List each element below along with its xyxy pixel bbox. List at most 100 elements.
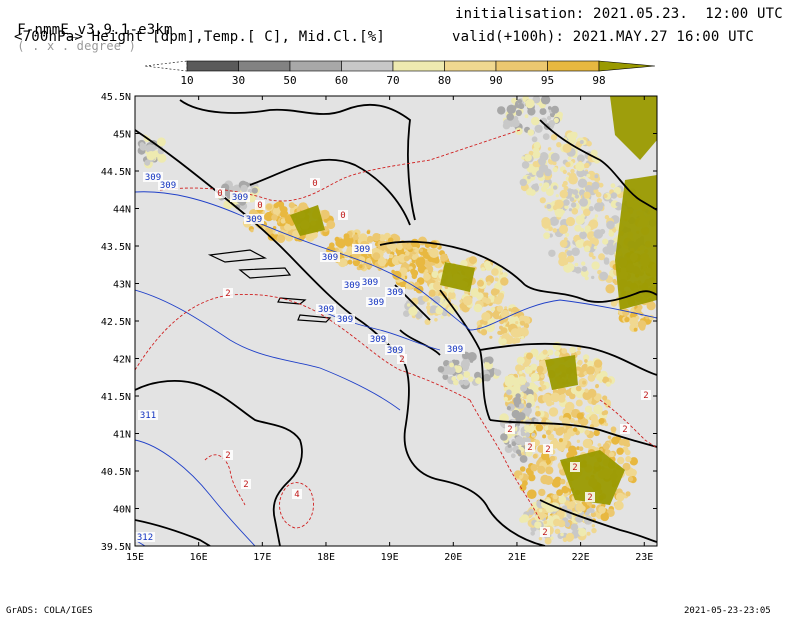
- lon-tick-label: 21E: [508, 552, 526, 563]
- temperature-contour-label: 2: [527, 443, 532, 453]
- height-contour-label: 309: [354, 245, 370, 255]
- height-label-bg: [385, 287, 405, 297]
- island-outline: [297, 314, 332, 323]
- lat-tick-label: 40.5N: [101, 467, 131, 478]
- temperature-contour: [135, 294, 471, 401]
- height-contour-label: 309: [337, 315, 353, 325]
- lat-tick-label: 45N: [113, 130, 131, 141]
- lon-tick-label: 23E: [635, 552, 653, 563]
- height-label-bg: [360, 277, 380, 287]
- lat-tick-label: 44N: [113, 205, 131, 216]
- colorbar-left-arrow: [144, 60, 188, 72]
- height-contour-label: 309: [318, 305, 334, 315]
- lat-tick-label: 39.5N: [101, 542, 131, 553]
- valid-time: valid(+100h): 2021.MAY.27 16:00 UTC: [452, 29, 755, 45]
- border-line: [479, 342, 657, 376]
- lat-tick-label: 43N: [113, 280, 131, 291]
- border-line: [399, 329, 441, 356]
- height-contour-label: 309: [232, 193, 248, 203]
- height-label-bg: [158, 180, 178, 190]
- cloud-cluster: [519, 495, 597, 545]
- height-label-bg: [342, 280, 362, 290]
- lat-tick-label: 43.5N: [101, 242, 131, 253]
- temperature-contour-label: 0: [312, 179, 317, 189]
- temp-label-bg: [570, 462, 580, 472]
- temperature-contour-label: 0: [257, 201, 262, 211]
- border-line: [379, 240, 526, 286]
- temperature-contour: [159, 129, 521, 202]
- temp-label-bg: [543, 444, 553, 454]
- colorbar-label: 60: [335, 74, 348, 87]
- temp-label-bg: [255, 200, 265, 210]
- height-label-bg: [320, 252, 340, 262]
- temp-label-bg: [505, 424, 515, 434]
- border-line: [524, 284, 657, 303]
- temp-label-bg: [223, 450, 233, 460]
- border-line: [249, 158, 411, 226]
- height-label-bg: [366, 297, 386, 307]
- temperature-contour: [469, 399, 541, 521]
- height-contour-label: 312: [137, 533, 153, 543]
- lon-tick-label: 20E: [444, 552, 462, 563]
- colorbar-label: 98: [592, 74, 605, 87]
- cloud-core-east: [615, 175, 657, 310]
- temperature-contour-label: 2: [622, 425, 627, 435]
- height-contour-label: 309: [387, 346, 403, 356]
- cloud-core-ne: [610, 96, 657, 160]
- temperature-contour-label: 2: [587, 493, 592, 503]
- height-label-bg: [335, 314, 355, 324]
- height-contour-label: 309: [362, 278, 378, 288]
- height-label-bg: [368, 334, 388, 344]
- model-name: F-nmmE_v3.9.1-e3km: [17, 22, 173, 38]
- height-label-bg: [143, 172, 163, 182]
- temperature-contour-label: 0: [217, 189, 222, 199]
- height-label-bg: [352, 244, 372, 254]
- colorbar-label: 30: [232, 74, 245, 87]
- model-title: F-nmmE_v3.9.1-e3km ( . x . degree ): [0, 6, 173, 54]
- footer-timestamp: 2021-05-23-23:05: [684, 606, 771, 616]
- height-contour-label: 309: [246, 215, 262, 225]
- colorbar-label: 50: [283, 74, 296, 87]
- border-line: [135, 519, 211, 546]
- height-contour-label: 309: [387, 288, 403, 298]
- height-contour-label: 309: [344, 281, 360, 291]
- colorbar: 10 30 50 60 70 80 90 95 98: [144, 60, 656, 87]
- temp-label-bg: [620, 424, 630, 434]
- colorbar-label: 80: [438, 74, 451, 87]
- lon-tick-label: 19E: [381, 552, 399, 563]
- cloud-core-central: [440, 262, 475, 292]
- temperature-contour-label: 2: [545, 445, 550, 455]
- height-label-bg: [138, 410, 158, 420]
- height-contour: [135, 191, 657, 331]
- temperature-contour-label: 0: [340, 211, 345, 221]
- colorbar-label: 90: [489, 74, 502, 87]
- initialisation-time: initialisation: 2021.05.23. 12:00 UTC: [455, 6, 783, 22]
- temp-label-bg: [241, 479, 251, 489]
- footer-credit: GrADS: COLA/IGES: [6, 606, 93, 616]
- border-line: [135, 380, 303, 546]
- height-label-bg: [316, 304, 336, 314]
- height-label-bg: [230, 192, 250, 202]
- border-line: [539, 499, 657, 543]
- temperature-contour-label: 2: [399, 355, 404, 365]
- cloud-cluster: [403, 295, 459, 325]
- cloud-cluster: [437, 351, 502, 390]
- temperature-contour-label: 4: [294, 490, 299, 500]
- temperature-contour-label: 2: [225, 451, 230, 461]
- temp-label-bg: [338, 210, 348, 220]
- colorbar-label: 70: [386, 74, 399, 87]
- lat-tick-label: 41N: [113, 430, 131, 441]
- temp-label-bg: [540, 527, 550, 537]
- lon-tick-label: 22E: [572, 552, 590, 563]
- height-contour: [135, 289, 401, 411]
- lat-tick-label: 44.5N: [101, 167, 131, 178]
- lat-tick-label: 45.5N: [101, 92, 131, 103]
- island-outline: [238, 267, 292, 279]
- height-contour-label: 311: [140, 411, 156, 421]
- island-outline: [207, 249, 268, 263]
- temp-label-bg: [585, 492, 595, 502]
- temperature-contour-label: 2: [572, 463, 577, 473]
- temperature-contour-label: 2: [225, 289, 230, 299]
- temp-label-bg: [223, 288, 233, 298]
